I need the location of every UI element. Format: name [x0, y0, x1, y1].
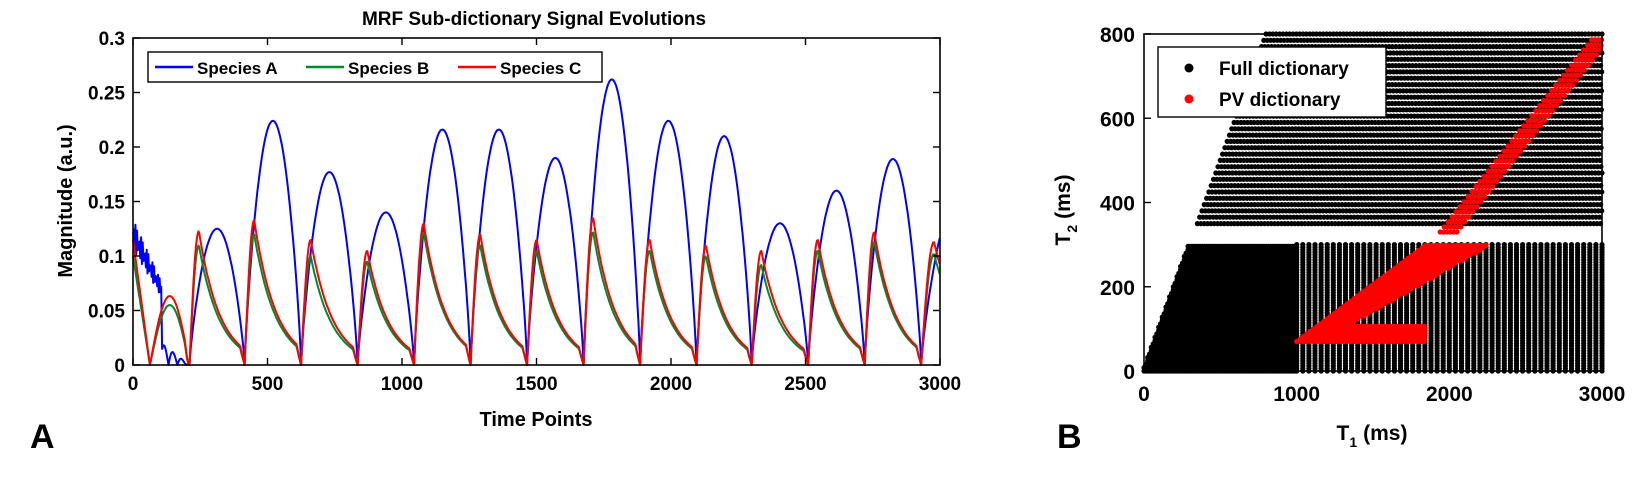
full-dictionary-point: [1544, 242, 1550, 248]
series-line-species-a: [132, 78, 941, 366]
full-dictionary-point: [1330, 242, 1336, 248]
full-dictionary-point: [1501, 242, 1507, 248]
chart-a-x-tick-label: 0: [128, 374, 139, 395]
chart-a-x-tick-label: 3000: [919, 374, 961, 395]
chart-a-legend: Species A Species B Species C: [147, 51, 603, 83]
full-dictionary-point: [1404, 242, 1410, 248]
chart-a-x-tick-label: 1000: [381, 374, 423, 395]
full-dictionary-point: [1489, 242, 1495, 248]
full-dictionary-point: [1532, 242, 1538, 248]
chart-a-x-tick-label: 2500: [784, 374, 826, 395]
full-dictionary-point: [1410, 242, 1416, 248]
full-dictionary-point: [1355, 242, 1361, 248]
chart-a-lines: [132, 78, 941, 366]
full-dictionary-point: [1507, 242, 1513, 248]
chart-a-y-label: Magnitude (a.u.): [55, 124, 77, 277]
full-dictionary-point: [1342, 242, 1349, 248]
full-dictionary-point: [1349, 242, 1355, 248]
full-dictionary-point: [1312, 242, 1318, 248]
full-dictionary-point: [1373, 242, 1379, 248]
chart-a-y-tick-label: 0.2: [99, 138, 125, 159]
chart-a-legend-box: [147, 51, 603, 83]
chart-a-y-tick-label: 0.05: [88, 302, 125, 323]
full-dictionary-point: [1379, 242, 1385, 248]
series-line-species-c: [132, 217, 941, 366]
chart-a-x-tick-label: 500: [252, 374, 284, 395]
full-dictionary-point: [1391, 242, 1397, 248]
chart-a-y-ticks: 0 0.05 0.1 0.15 0.2 0.25 0.3: [88, 29, 940, 377]
legend-label-species-a: Species A: [197, 59, 278, 78]
full-dictionary-point: [1385, 242, 1391, 248]
chart-a-title: MRF Sub-dictionary Signal Evolutions: [362, 9, 706, 30]
full-dictionary-point: [1294, 242, 1300, 248]
full-dictionary-point: [1513, 242, 1520, 248]
chart-a-y-tick-label: 0.25: [88, 84, 125, 105]
full-dictionary-point: [1300, 242, 1306, 248]
legend-label-species-c: Species C: [500, 59, 581, 78]
chart-a-axes-box: [132, 37, 941, 366]
chart-a-x-label: Time Points: [480, 409, 593, 431]
full-dictionary-point: [1361, 242, 1367, 248]
full-dictionary-point: [1367, 242, 1373, 248]
chart-a-x-tick-label: 1500: [515, 374, 557, 395]
chart-a-y-tick-label: 0: [114, 356, 125, 377]
full-dictionary-point: [1550, 242, 1556, 248]
chart-a-x-ticks: 0 500 1000 1500 2000 2500 3000: [128, 38, 961, 395]
legend-label-species-b: Species B: [348, 59, 429, 78]
panel-label-a: A: [30, 418, 55, 456]
series-line-species-b: [132, 231, 941, 366]
full-dictionary-point: [1520, 242, 1526, 248]
full-dictionary-point: [1495, 242, 1501, 248]
chart-a-y-tick-label: 0.15: [88, 193, 125, 214]
chart-a-x-tick-label: 2000: [650, 374, 692, 395]
full-dictionary-point: [1538, 242, 1544, 248]
full-dictionary-point: [1306, 242, 1312, 248]
full-dictionary-point: [1318, 242, 1324, 248]
full-dictionary-point: [1324, 242, 1330, 248]
full-dictionary-point: [1336, 242, 1342, 248]
chart-a-y-tick-label: 0.1: [99, 247, 126, 268]
panel-a-line-chart: MRF Sub-dictionary Signal Evolutions 0 50…: [30, 9, 961, 456]
full-dictionary-point: [1526, 242, 1532, 248]
chart-a-y-tick-label: 0.3: [99, 29, 125, 50]
chart-b-points: [1141, 31, 1605, 374]
full-dictionary-point: [1397, 242, 1404, 248]
